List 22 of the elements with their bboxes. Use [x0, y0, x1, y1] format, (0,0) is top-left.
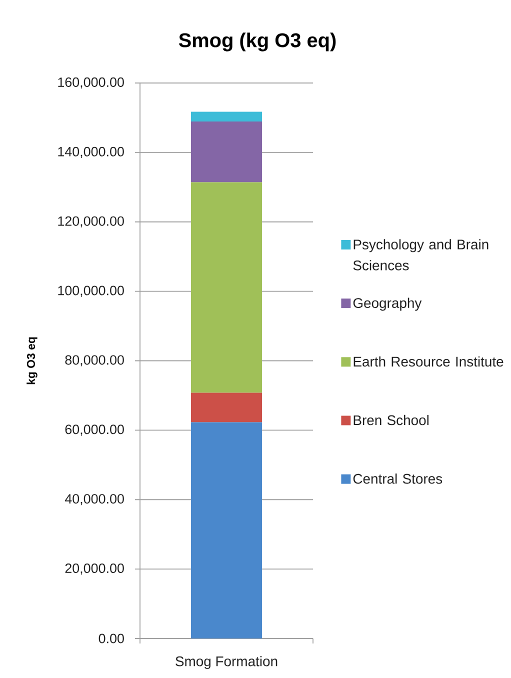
y-tick-label: 0.00	[98, 634, 124, 644]
bar	[191, 392, 262, 422]
bar	[191, 182, 262, 393]
y-tick-label: 100,000.00	[58, 286, 124, 297]
legend-label: Bren School	[354, 414, 428, 426]
y-tick-label: 40,000.00	[64, 494, 124, 506]
legend-label: Geography	[353, 298, 422, 311]
chart-title: Smog (kg O3 eq)	[178, 32, 336, 52]
legend-label: Psychology and Brain Sciences	[353, 239, 488, 270]
y-tick-label: 20,000.00	[65, 564, 124, 575]
y-tick-label: 160,000.00	[58, 77, 124, 89]
y-tick-label: 60,000.00	[65, 424, 124, 436]
bar	[191, 112, 262, 122]
y-tick-label: 140,000.00	[58, 146, 124, 158]
y-tick-label: 80,000.00	[65, 355, 124, 366]
bar	[191, 422, 262, 638]
x-tick-label: Smog Formation	[176, 656, 278, 670]
y-axis-title: kg O3 eq	[26, 337, 38, 384]
legend-label: Central Stores	[353, 474, 442, 484]
y-tick-label: 120,000.00	[58, 216, 124, 228]
legend-label: Earth Resource Institute	[354, 356, 504, 367]
bar	[191, 122, 262, 182]
